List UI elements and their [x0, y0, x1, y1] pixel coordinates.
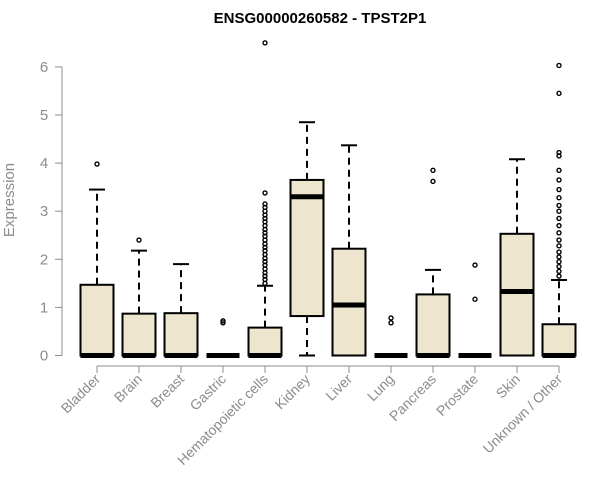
box-iqr — [331, 247, 367, 357]
box-iqr — [121, 312, 157, 357]
y-tick-label: 4 — [40, 155, 48, 172]
box-gastric — [206, 318, 240, 358]
x-tick-label: Kidney — [272, 371, 314, 413]
chart-title: ENSG00000260582 - TPST2P1 — [214, 10, 427, 27]
outlier-point — [556, 202, 562, 209]
box-iqr — [247, 326, 283, 357]
x-tick-label: Brain — [111, 371, 145, 405]
outlier-point — [262, 40, 268, 46]
outlier-point — [472, 296, 478, 302]
outlier-point — [136, 237, 142, 243]
x-tick-label: Breast — [147, 371, 187, 411]
outlier-point — [556, 254, 562, 260]
outlier-point — [556, 273, 562, 279]
box-unknown-other — [541, 62, 577, 358]
box-iqr — [415, 293, 451, 357]
box-pancreas — [415, 167, 451, 358]
outlier-point — [556, 259, 562, 265]
outlier-point — [556, 186, 562, 193]
box-hematopoietic-cells — [247, 40, 283, 358]
box-lung — [374, 315, 408, 358]
box-liver — [331, 144, 367, 357]
outlier-point — [220, 320, 226, 326]
outlier-point — [556, 62, 562, 69]
outlier-point — [388, 315, 394, 321]
outlier-point — [262, 201, 268, 207]
y-tick-label: 3 — [40, 203, 48, 220]
box-prostate — [458, 262, 492, 358]
x-tick-label: Liver — [322, 371, 355, 404]
y-tick-label: 6 — [40, 59, 48, 76]
x-tick-label: Prostate — [433, 371, 481, 419]
outlier-point — [94, 161, 100, 167]
box-iqr — [79, 283, 115, 357]
outlier-point — [388, 320, 394, 326]
outlier-point — [556, 268, 562, 275]
outlier-point — [556, 230, 562, 236]
box-iqr — [541, 323, 577, 357]
outlier-point — [556, 215, 562, 222]
outlier-point — [556, 195, 562, 201]
outlier-point — [556, 167, 562, 174]
outlier-point — [556, 243, 562, 249]
outlier-point — [556, 208, 562, 214]
box-breast — [163, 263, 199, 358]
x-tick-label: Unknown / Other — [480, 371, 566, 457]
box-iqr — [289, 178, 325, 318]
outlier-point — [472, 262, 478, 268]
outlier-point — [556, 149, 562, 156]
outlier-point — [430, 167, 436, 174]
x-tick-label: Skin — [493, 371, 524, 402]
box-brain — [121, 237, 157, 358]
y-tick-label: 2 — [40, 251, 48, 268]
box-iqr — [499, 232, 535, 357]
y-tick-label: 5 — [40, 107, 48, 124]
outlier-point — [556, 90, 562, 97]
box-skin — [499, 158, 535, 357]
outlier-point — [556, 263, 562, 270]
outlier-point — [430, 178, 436, 185]
y-axis-label: Expression — [1, 163, 18, 237]
outlier-point — [556, 237, 562, 243]
outlier-point — [556, 222, 562, 229]
box-kidney — [289, 121, 325, 357]
x-tick-label: Bladder — [58, 371, 104, 417]
outlier-point — [262, 190, 268, 196]
box-group — [79, 40, 577, 358]
outlier-point — [556, 249, 562, 255]
y-tick-label: 1 — [40, 299, 48, 316]
outlier-point — [556, 177, 562, 183]
x-tick-label: Lung — [364, 371, 397, 404]
y-tick-label: 0 — [40, 348, 48, 365]
outlier-point — [220, 318, 226, 324]
box-bladder — [79, 161, 115, 358]
y-axis: 0 1 2 3 4 5 6 — [40, 59, 63, 365]
box-iqr — [163, 312, 199, 357]
x-tick-label: Pancreas — [386, 371, 439, 424]
